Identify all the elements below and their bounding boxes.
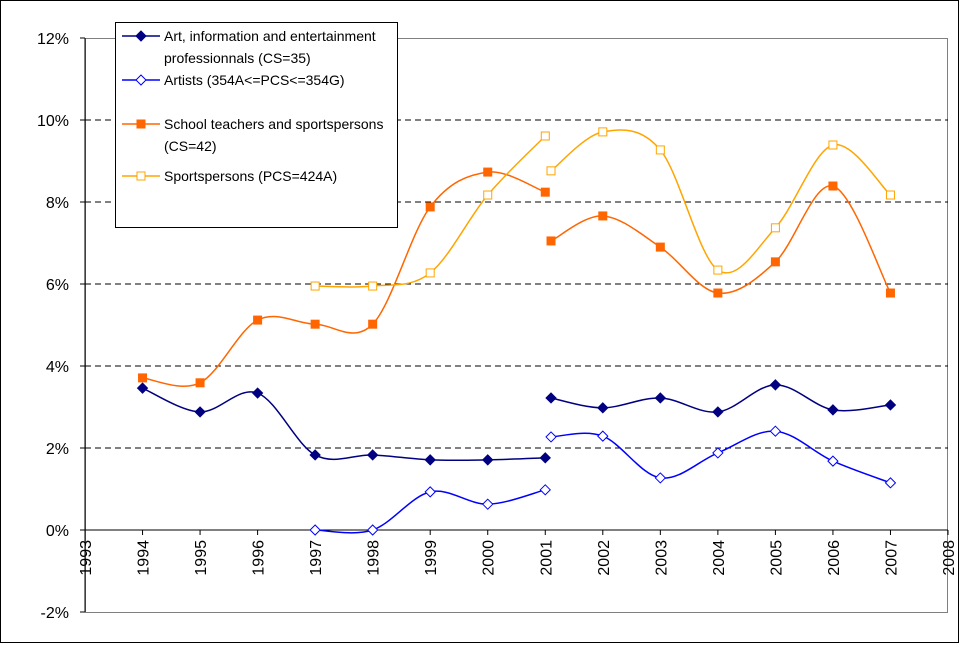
point — [827, 404, 839, 416]
x-tick-label: 1999 — [423, 540, 440, 576]
y-tick-label: 2% — [46, 441, 69, 458]
point — [368, 319, 378, 329]
point — [713, 265, 723, 275]
legend-marker — [122, 30, 160, 42]
point — [598, 127, 608, 137]
point — [309, 449, 321, 461]
legend-marker — [122, 119, 160, 129]
point — [654, 392, 667, 404]
y-tick-label: 6% — [46, 277, 69, 294]
point — [770, 257, 780, 267]
x-tick-label: 2001 — [538, 540, 555, 576]
point — [597, 430, 609, 442]
point — [884, 477, 897, 489]
point — [828, 140, 838, 150]
point — [483, 167, 493, 177]
y-tick-label: 12% — [37, 31, 69, 48]
point — [425, 202, 435, 212]
point — [769, 379, 782, 391]
point — [546, 166, 556, 176]
legend-entry: Artists (354A<=PCS<=354G) — [116, 69, 397, 91]
x-tick-label: 2005 — [768, 540, 785, 576]
point — [540, 187, 550, 197]
y-tick-label: 8% — [46, 195, 69, 212]
x-tick-label: 2004 — [711, 540, 728, 576]
x-tick-label: 2002 — [596, 540, 613, 576]
point — [655, 145, 665, 155]
point — [135, 30, 147, 42]
point — [366, 449, 379, 461]
point — [253, 315, 263, 325]
x-tick-label: 1998 — [366, 540, 383, 576]
legend-label: Sportspersons (PCS=424A) — [164, 168, 338, 184]
legend-label: School teachers and sportspersons (CS=42… — [164, 116, 384, 154]
point — [539, 484, 551, 496]
x-tick-label: 2006 — [826, 540, 843, 576]
x-tick-label: 2008 — [941, 540, 958, 576]
x-tick-label: 2007 — [883, 540, 900, 576]
point — [712, 447, 724, 459]
legend-label: Art, information and entertainment profe… — [164, 28, 376, 66]
point — [598, 211, 608, 221]
point — [136, 171, 146, 181]
x-tick-label: 1994 — [136, 540, 153, 576]
point — [136, 382, 149, 394]
point — [194, 406, 206, 418]
y-tick-label: -2% — [41, 605, 69, 622]
y-tick-label: 10% — [37, 113, 69, 130]
legend-label: Artists (354A<=PCS<=354G) — [164, 72, 345, 88]
point — [545, 392, 557, 404]
legend-entry: School teachers and sportspersons (CS=42… — [116, 113, 397, 157]
point — [884, 399, 897, 411]
point — [769, 425, 782, 437]
point — [540, 131, 550, 141]
point — [482, 454, 494, 466]
point — [885, 190, 895, 200]
point — [424, 454, 436, 466]
point — [310, 281, 320, 291]
point — [251, 387, 264, 399]
x-tick-label: 1997 — [308, 540, 325, 576]
legend-marker — [122, 74, 160, 86]
point — [545, 431, 557, 443]
point — [885, 288, 895, 298]
point — [712, 406, 724, 418]
legend: Art, information and entertainment profe… — [115, 22, 398, 228]
point — [195, 378, 205, 388]
point — [482, 498, 494, 510]
point — [828, 181, 838, 191]
y-tick-label: 4% — [46, 359, 69, 376]
point — [425, 268, 435, 278]
legend-entry: Art, information and entertainment profe… — [116, 25, 397, 69]
x-tick-label: 1995 — [193, 540, 210, 576]
x-tick-label: 2000 — [481, 540, 498, 576]
point — [135, 74, 147, 86]
legend-entry: Sportspersons (PCS=424A) — [116, 165, 397, 187]
point — [546, 236, 556, 246]
point — [138, 373, 148, 383]
point — [654, 472, 667, 484]
point — [368, 281, 378, 291]
point — [366, 524, 379, 536]
y-tick-label: 0% — [46, 523, 69, 540]
legend-marker — [122, 171, 160, 181]
point — [713, 288, 723, 298]
point — [655, 242, 665, 252]
x-tick-label: 2003 — [653, 540, 670, 576]
x-tick-label: 1993 — [78, 540, 95, 576]
x-tick-label: 1996 — [251, 540, 268, 576]
point — [424, 486, 436, 498]
point — [136, 119, 146, 129]
point — [539, 452, 551, 464]
point — [770, 223, 780, 233]
point — [827, 455, 839, 467]
point — [309, 524, 321, 536]
point — [483, 190, 493, 200]
point — [310, 319, 320, 329]
point — [597, 402, 609, 414]
